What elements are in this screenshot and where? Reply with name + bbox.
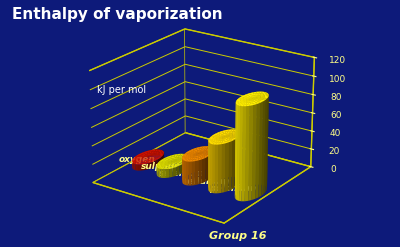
Text: Enthalpy of vaporization: Enthalpy of vaporization — [12, 7, 223, 22]
